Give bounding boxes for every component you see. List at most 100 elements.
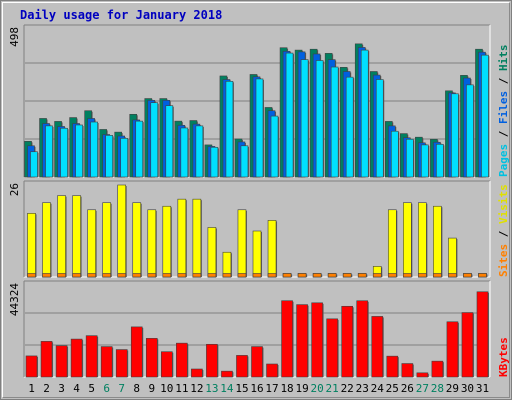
bar-pages-day-28: [436, 144, 444, 178]
bar-visits-day-8: [132, 202, 142, 278]
bar-pages-day-14: [225, 81, 234, 178]
bar-sites-day-7: [117, 273, 127, 278]
day-label-29: 29: [446, 382, 459, 395]
bar-kbytes-day-30: [461, 312, 474, 378]
bar-kbytes-day-21: [326, 318, 338, 378]
bar-kbytes-day-28: [431, 360, 444, 378]
bar-visits-day-29: [448, 237, 457, 278]
axis-max-label-pages-files-hits: 498: [8, 27, 21, 47]
legend-entry: Pages: [497, 144, 510, 177]
day-label-13: 13: [205, 382, 218, 395]
day-label-17: 17: [265, 382, 278, 395]
legend-entry: Sites: [497, 244, 510, 277]
day-label-20: 20: [311, 382, 324, 395]
bar-sites-day-20: [312, 273, 322, 278]
bar-pages-day-29: [451, 93, 459, 178]
bar-visits-day-16: [252, 230, 262, 278]
bar-pages-day-17: [270, 115, 279, 178]
bar-kbytes-day-31: [476, 291, 489, 378]
bar-pages-day-21: [330, 66, 339, 178]
legend-entry: Visits: [497, 184, 510, 224]
bar-kbytes-day-26: [401, 363, 414, 378]
bar-visits-day-4: [72, 195, 81, 278]
bar-visits-day-3: [57, 195, 66, 278]
bar-sites-day-14: [222, 273, 232, 278]
legend-pages-files-hits: Pages / Files / Hits: [497, 45, 510, 178]
bar-pages-day-6: [105, 135, 113, 178]
day-label-15: 15: [235, 382, 248, 395]
day-label-24: 24: [371, 382, 385, 395]
bar-kbytes-day-11: [176, 342, 188, 378]
bar-visits-day-9: [147, 209, 157, 278]
bar-kbytes-day-19: [296, 304, 308, 378]
bar-sites-day-17: [267, 273, 277, 278]
bar-visits-day-2: [42, 202, 51, 278]
chart-title: Daily usage for January 2018: [20, 8, 222, 22]
bar-sites-day-3: [57, 273, 66, 278]
bar-sites-day-9: [147, 273, 157, 278]
legend-entry: /: [497, 124, 510, 144]
day-label-28: 28: [431, 382, 444, 395]
day-label-3: 3: [58, 382, 65, 395]
bar-visits-day-28: [433, 205, 442, 278]
bar-sites-day-2: [42, 273, 51, 278]
bar-pages-day-2: [45, 125, 53, 178]
legend-kbytes: KBytes: [497, 337, 510, 377]
bar-pages-day-13: [210, 146, 219, 178]
bar-sites-day-19: [297, 273, 307, 278]
bar-pages-day-20: [315, 60, 324, 178]
bar-pages-day-27: [421, 144, 429, 178]
bar-kbytes-day-8: [130, 326, 143, 378]
bar-sites-day-1: [27, 273, 36, 278]
bar-kbytes-day-12: [191, 368, 203, 378]
bar-kbytes-day-27: [416, 372, 429, 378]
bar-sites-day-30: [463, 273, 472, 278]
bar-sites-day-29: [448, 273, 457, 278]
bar-pages-day-19: [300, 59, 309, 178]
bar-kbytes-day-2: [40, 341, 53, 378]
bar-kbytes-day-15: [236, 355, 248, 378]
bar-pages-day-30: [466, 84, 474, 178]
day-label-11: 11: [175, 382, 188, 395]
bar-sites-day-25: [387, 273, 397, 278]
bar-sites-day-27: [418, 273, 427, 278]
bar-pages-day-4: [75, 124, 83, 178]
bar-sites-day-16: [252, 273, 262, 278]
day-label-2: 2: [43, 382, 50, 395]
bar-visits-day-1: [27, 213, 36, 278]
bar-pages-day-24: [375, 79, 384, 178]
bar-pages-day-15: [240, 145, 249, 178]
axis-max-label-kbytes: 44324: [8, 283, 21, 316]
bar-pages-day-12: [195, 125, 204, 178]
bar-sites-day-13: [207, 273, 217, 278]
bar-kbytes-day-24: [371, 316, 384, 378]
bar-visits-day-12: [192, 198, 202, 278]
bar-visits-day-27: [418, 202, 427, 278]
bar-sites-day-4: [72, 273, 81, 278]
bar-sites-day-24: [372, 273, 382, 278]
axis-max-label-sites-visits: 26: [8, 183, 21, 196]
day-label-1: 1: [28, 382, 35, 395]
day-label-30: 30: [461, 382, 474, 395]
bar-visits-day-7: [117, 184, 127, 278]
bar-pages-day-31: [481, 54, 489, 178]
bar-sites-day-8: [132, 273, 142, 278]
bar-visits-day-13: [207, 227, 217, 278]
day-label-19: 19: [295, 382, 308, 395]
bar-pages-day-23: [360, 49, 369, 178]
bar-kbytes-day-17: [266, 363, 278, 378]
bar-pages-day-3: [60, 127, 68, 178]
bar-pages-day-1: [30, 151, 38, 178]
bar-kbytes-day-16: [251, 346, 263, 378]
bar-sites-day-18: [282, 273, 292, 278]
bar-pages-day-8: [135, 120, 144, 178]
bar-kbytes-day-1: [25, 355, 38, 378]
bar-kbytes-day-10: [161, 351, 173, 378]
bar-sites-day-28: [433, 273, 442, 278]
bar-pages-day-5: [90, 121, 98, 178]
legend-entry: KBytes: [497, 337, 510, 377]
bar-pages-day-22: [345, 76, 354, 178]
bar-visits-day-6: [102, 202, 111, 278]
